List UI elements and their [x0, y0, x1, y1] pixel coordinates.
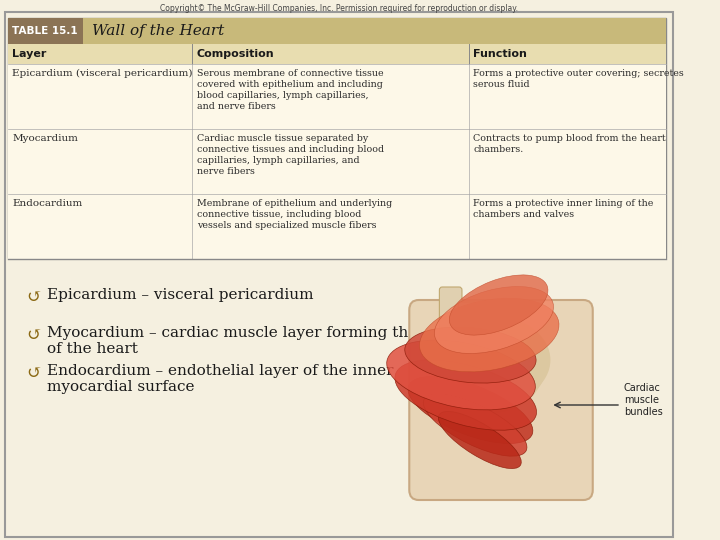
FancyBboxPatch shape: [458, 302, 477, 353]
Text: ↺: ↺: [27, 326, 42, 344]
Bar: [83, 18, 666, 44]
Text: TABLE 15.1: TABLE 15.1: [12, 26, 78, 36]
Ellipse shape: [405, 327, 536, 383]
Ellipse shape: [438, 339, 541, 413]
FancyBboxPatch shape: [409, 300, 593, 500]
Text: Endocardium – endothelial layer of the inner: Endocardium – endothelial layer of the i…: [47, 364, 394, 378]
Text: Cardiac
muscle
bundles: Cardiac muscle bundles: [624, 383, 662, 417]
Text: ↺: ↺: [27, 288, 42, 306]
Text: Cardiac muscle tissue separated by
connective tissues and including blood
capill: Cardiac muscle tissue separated by conne…: [197, 134, 384, 176]
Bar: [7, 64, 666, 129]
Text: Forms a protective outer covering; secretes
serous fluid: Forms a protective outer covering; secre…: [473, 69, 684, 89]
Bar: [7, 194, 666, 259]
Text: Membrane of epithelium and underlying
connective tissue, including blood
vessels: Membrane of epithelium and underlying co…: [197, 199, 392, 230]
Ellipse shape: [428, 315, 550, 405]
Bar: [7, 18, 666, 258]
Ellipse shape: [408, 376, 533, 443]
FancyBboxPatch shape: [439, 287, 462, 353]
Ellipse shape: [438, 411, 521, 469]
Ellipse shape: [423, 394, 527, 456]
Text: Function: Function: [473, 49, 527, 59]
Ellipse shape: [434, 287, 554, 354]
Bar: [7, 18, 83, 44]
Bar: [7, 129, 666, 194]
Text: myocardial surface: myocardial surface: [47, 380, 194, 394]
Ellipse shape: [395, 360, 536, 430]
Text: Myocardium – cardiac muscle layer forming the bulk: Myocardium – cardiac muscle layer formin…: [47, 326, 456, 340]
Ellipse shape: [387, 340, 536, 410]
Text: Layer: Layer: [12, 49, 47, 59]
Text: Epicardium – visceral pericardium: Epicardium – visceral pericardium: [47, 288, 313, 302]
FancyBboxPatch shape: [472, 307, 490, 353]
Text: ↺: ↺: [27, 364, 42, 382]
Text: Epicardium (visceral pericardium): Epicardium (visceral pericardium): [12, 69, 193, 78]
Ellipse shape: [433, 327, 546, 409]
Bar: [7, 44, 666, 64]
Text: Composition: Composition: [197, 49, 274, 59]
Text: Endocardium: Endocardium: [12, 199, 83, 208]
Ellipse shape: [449, 275, 548, 335]
Text: Forms a protective inner lining of the
chambers and valves: Forms a protective inner lining of the c…: [473, 199, 654, 219]
Ellipse shape: [420, 298, 559, 372]
Text: of the heart: of the heart: [47, 342, 138, 356]
Text: Myocardium: Myocardium: [12, 134, 78, 143]
Text: Contracts to pump blood from the heart
chambers.: Contracts to pump blood from the heart c…: [473, 134, 666, 154]
Text: Wall of the Heart: Wall of the Heart: [92, 24, 225, 38]
Text: Serous membrane of connective tissue
covered with epithelium and including
blood: Serous membrane of connective tissue cov…: [197, 69, 383, 111]
Text: Copyright© The McGraw-Hill Companies, Inc. Permission required for reproduction : Copyright© The McGraw-Hill Companies, In…: [160, 4, 518, 13]
